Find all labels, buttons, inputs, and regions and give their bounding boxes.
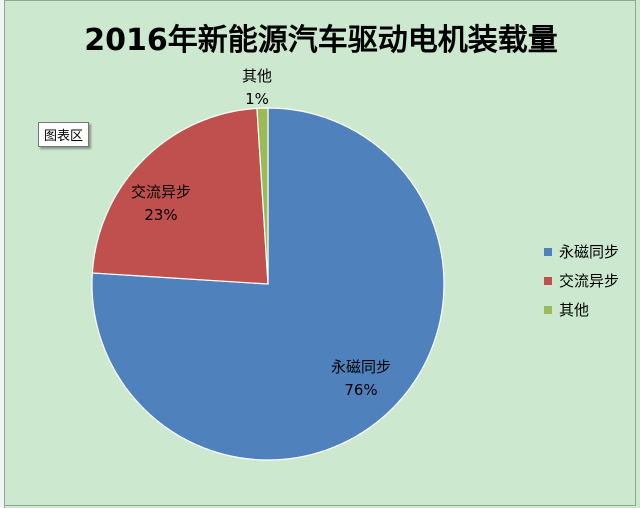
legend-swatch-ac-async [544,277,552,285]
legend-entry-ac-async: 交流异步 [559,272,619,290]
legend-entry-permanent-magnet: 永磁同步 [559,243,619,261]
data-label-value-permanent-magnet: 76% [344,381,377,399]
data-label-category-ac-async: 交流异步 [131,183,191,201]
chart-area[interactable]: 2016年新能源汽车驱动电机装载量 永磁同步 76% 交流异步 23% 其他 1% 永磁同步… [4,0,636,506]
chart-area-tooltip: 图表区 [38,122,90,147]
pie-slice-other[interactable] [256,107,269,285]
legend-entry-other: 其他 [559,301,589,319]
data-label-category-permanent-magnet: 永磁同步 [331,358,391,376]
chart-title: 2016年新能源汽车驱动电机装载量 [84,23,558,58]
data-label-category-other: 其他 [242,67,272,85]
pie-slice-permanent-magnet[interactable] [91,107,445,461]
data-label-value-other: 1% [245,90,269,108]
legend-swatch-other [544,306,552,314]
data-label-value-ac-async: 23% [144,206,177,224]
legend-swatch-permanent-magnet [544,248,552,256]
pie-slice-ac-async[interactable] [91,107,269,285]
